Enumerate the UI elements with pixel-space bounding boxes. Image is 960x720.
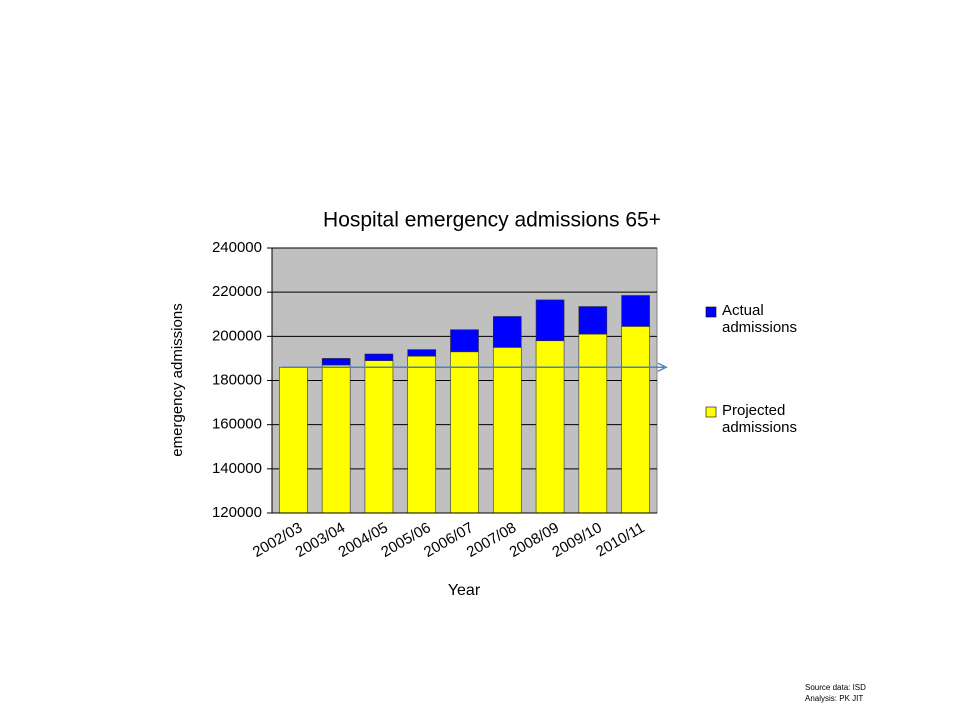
- y-tick-label: 200000: [212, 327, 262, 344]
- y-tick-label: 220000: [212, 283, 262, 300]
- bar-segment: [621, 295, 650, 327]
- bar-segment: [621, 326, 650, 514]
- x-axis-label: Year: [448, 582, 481, 599]
- bar-segment: [321, 358, 351, 366]
- legend-label: Actual admissions: [722, 302, 798, 336]
- legend-entry: Actual admissions: [722, 302, 798, 336]
- bar-segment: [450, 351, 479, 514]
- legend-swatch: [705, 306, 717, 318]
- y-tick-label: 240000: [212, 239, 262, 256]
- bar-segment: [578, 306, 608, 335]
- bar-segment: [535, 340, 565, 514]
- y-tick-label: 180000: [212, 371, 262, 388]
- bar-segment: [364, 360, 394, 514]
- bar-segment: [407, 349, 437, 357]
- bar-segment: [364, 353, 394, 361]
- legend-entry: Projected admissions: [722, 402, 798, 436]
- annotation: Source data: ISD: [805, 683, 866, 692]
- bar-segment: [450, 329, 479, 353]
- annotation: Analysis: PK JIT: [805, 694, 863, 703]
- bar-segment: [492, 316, 522, 348]
- bar-segment: [279, 366, 308, 514]
- bar-segment: [407, 355, 437, 514]
- legend-swatch: [705, 406, 717, 418]
- legend-label: Projected admissions: [722, 402, 798, 436]
- x-tick-label: 2010/11: [593, 519, 647, 560]
- y-axis-label: emergency admissions: [169, 303, 186, 456]
- chart-title: Hospital emergency admissions 65+: [323, 209, 661, 232]
- bar-segment: [535, 299, 565, 342]
- bar-segment: [321, 364, 351, 514]
- y-tick-label: 120000: [212, 504, 262, 521]
- x-tick-label: 2009/10: [549, 519, 604, 561]
- bar-segment: [492, 347, 522, 514]
- y-tick-label: 160000: [212, 416, 262, 433]
- bar-segment: [578, 333, 608, 514]
- arrow-head: [657, 362, 668, 372]
- y-tick-label: 140000: [212, 460, 262, 477]
